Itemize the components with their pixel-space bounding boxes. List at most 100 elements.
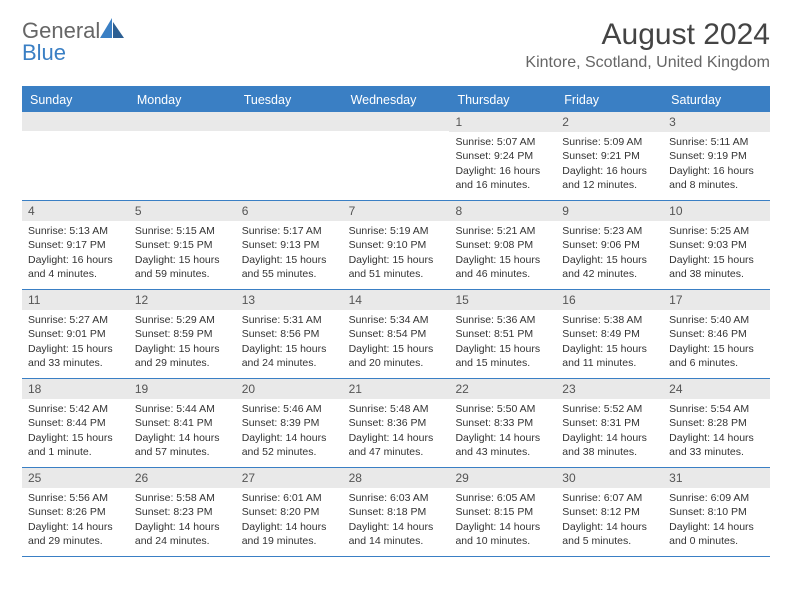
- day-number: 24: [663, 379, 770, 399]
- day-number: 31: [663, 468, 770, 488]
- dow-cell: Sunday: [22, 88, 129, 112]
- day-number: 9: [556, 201, 663, 221]
- day-details: Sunrise: 6:05 AMSunset: 8:15 PMDaylight:…: [449, 488, 556, 552]
- day-cell: 11Sunrise: 5:27 AMSunset: 9:01 PMDayligh…: [22, 290, 129, 378]
- sunrise-line: Sunrise: 5:11 AM: [669, 135, 764, 149]
- sunrise-line: Sunrise: 5:31 AM: [242, 313, 337, 327]
- sunset-line: Sunset: 8:26 PM: [28, 505, 123, 519]
- sunrise-line: Sunrise: 5:58 AM: [135, 491, 230, 505]
- week-row: 1Sunrise: 5:07 AMSunset: 9:24 PMDaylight…: [22, 112, 770, 201]
- day-number: [129, 112, 236, 131]
- brand-logo: General Blue: [22, 18, 126, 64]
- sunset-line: Sunset: 8:31 PM: [562, 416, 657, 430]
- sunset-line: Sunset: 8:15 PM: [455, 505, 550, 519]
- day-details: Sunrise: 5:25 AMSunset: 9:03 PMDaylight:…: [663, 221, 770, 285]
- sunset-line: Sunset: 9:21 PM: [562, 149, 657, 163]
- daylight-line: Daylight: 14 hours and 57 minutes.: [135, 431, 230, 459]
- day-cell: [129, 112, 236, 200]
- day-cell: 24Sunrise: 5:54 AMSunset: 8:28 PMDayligh…: [663, 379, 770, 467]
- sunrise-line: Sunrise: 5:46 AM: [242, 402, 337, 416]
- day-details: Sunrise: 5:58 AMSunset: 8:23 PMDaylight:…: [129, 488, 236, 552]
- header: General Blue August 2024 Kintore, Scotla…: [22, 18, 770, 72]
- day-cell: 6Sunrise: 5:17 AMSunset: 9:13 PMDaylight…: [236, 201, 343, 289]
- day-cell: 14Sunrise: 5:34 AMSunset: 8:54 PMDayligh…: [343, 290, 450, 378]
- day-number: 3: [663, 112, 770, 132]
- day-cell: 7Sunrise: 5:19 AMSunset: 9:10 PMDaylight…: [343, 201, 450, 289]
- day-number: 28: [343, 468, 450, 488]
- day-cell: 1Sunrise: 5:07 AMSunset: 9:24 PMDaylight…: [449, 112, 556, 200]
- sunrise-line: Sunrise: 5:09 AM: [562, 135, 657, 149]
- day-number: 5: [129, 201, 236, 221]
- day-details: Sunrise: 5:38 AMSunset: 8:49 PMDaylight:…: [556, 310, 663, 374]
- calendar-grid: SundayMondayTuesdayWednesdayThursdayFrid…: [22, 86, 770, 557]
- day-number: 19: [129, 379, 236, 399]
- sunrise-line: Sunrise: 6:01 AM: [242, 491, 337, 505]
- day-cell: 4Sunrise: 5:13 AMSunset: 9:17 PMDaylight…: [22, 201, 129, 289]
- day-details: Sunrise: 5:46 AMSunset: 8:39 PMDaylight:…: [236, 399, 343, 463]
- day-details: Sunrise: 5:23 AMSunset: 9:06 PMDaylight:…: [556, 221, 663, 285]
- daylight-line: Daylight: 14 hours and 33 minutes.: [669, 431, 764, 459]
- day-number: 26: [129, 468, 236, 488]
- daylight-line: Daylight: 14 hours and 10 minutes.: [455, 520, 550, 548]
- sunset-line: Sunset: 9:15 PM: [135, 238, 230, 252]
- day-number: 4: [22, 201, 129, 221]
- day-details: Sunrise: 5:34 AMSunset: 8:54 PMDaylight:…: [343, 310, 450, 374]
- sunrise-line: Sunrise: 5:38 AM: [562, 313, 657, 327]
- day-cell: 10Sunrise: 5:25 AMSunset: 9:03 PMDayligh…: [663, 201, 770, 289]
- day-details: Sunrise: 5:31 AMSunset: 8:56 PMDaylight:…: [236, 310, 343, 374]
- day-details: Sunrise: 5:48 AMSunset: 8:36 PMDaylight:…: [343, 399, 450, 463]
- sunset-line: Sunset: 8:44 PM: [28, 416, 123, 430]
- daylight-line: Daylight: 14 hours and 47 minutes.: [349, 431, 444, 459]
- daylight-line: Daylight: 15 hours and 29 minutes.: [135, 342, 230, 370]
- daylight-line: Daylight: 14 hours and 0 minutes.: [669, 520, 764, 548]
- day-cell: 19Sunrise: 5:44 AMSunset: 8:41 PMDayligh…: [129, 379, 236, 467]
- sunrise-line: Sunrise: 5:50 AM: [455, 402, 550, 416]
- daylight-line: Daylight: 15 hours and 15 minutes.: [455, 342, 550, 370]
- daylight-line: Daylight: 14 hours and 29 minutes.: [28, 520, 123, 548]
- sunrise-line: Sunrise: 5:13 AM: [28, 224, 123, 238]
- day-cell: 8Sunrise: 5:21 AMSunset: 9:08 PMDaylight…: [449, 201, 556, 289]
- day-number: 21: [343, 379, 450, 399]
- day-cell: 9Sunrise: 5:23 AMSunset: 9:06 PMDaylight…: [556, 201, 663, 289]
- sunset-line: Sunset: 8:20 PM: [242, 505, 337, 519]
- sunset-line: Sunset: 8:23 PM: [135, 505, 230, 519]
- dow-cell: Friday: [556, 88, 663, 112]
- day-number: 8: [449, 201, 556, 221]
- sunrise-line: Sunrise: 5:15 AM: [135, 224, 230, 238]
- day-details: Sunrise: 5:29 AMSunset: 8:59 PMDaylight:…: [129, 310, 236, 374]
- sunset-line: Sunset: 8:39 PM: [242, 416, 337, 430]
- daylight-line: Daylight: 14 hours and 38 minutes.: [562, 431, 657, 459]
- day-details: Sunrise: 5:09 AMSunset: 9:21 PMDaylight:…: [556, 132, 663, 196]
- week-row: 11Sunrise: 5:27 AMSunset: 9:01 PMDayligh…: [22, 290, 770, 379]
- day-cell: 31Sunrise: 6:09 AMSunset: 8:10 PMDayligh…: [663, 468, 770, 556]
- title-block: August 2024 Kintore, Scotland, United Ki…: [525, 18, 770, 72]
- daylight-line: Daylight: 15 hours and 20 minutes.: [349, 342, 444, 370]
- daylight-line: Daylight: 15 hours and 24 minutes.: [242, 342, 337, 370]
- day-number: 16: [556, 290, 663, 310]
- daylight-line: Daylight: 16 hours and 8 minutes.: [669, 164, 764, 192]
- day-number: 25: [22, 468, 129, 488]
- sunrise-line: Sunrise: 5:25 AM: [669, 224, 764, 238]
- day-details: Sunrise: 5:11 AMSunset: 9:19 PMDaylight:…: [663, 132, 770, 196]
- day-cell: 15Sunrise: 5:36 AMSunset: 8:51 PMDayligh…: [449, 290, 556, 378]
- day-cell: [236, 112, 343, 200]
- day-number: 14: [343, 290, 450, 310]
- day-number: 22: [449, 379, 556, 399]
- day-details: Sunrise: 5:36 AMSunset: 8:51 PMDaylight:…: [449, 310, 556, 374]
- day-cell: 3Sunrise: 5:11 AMSunset: 9:19 PMDaylight…: [663, 112, 770, 200]
- sunset-line: Sunset: 8:54 PM: [349, 327, 444, 341]
- day-number: 15: [449, 290, 556, 310]
- daylight-line: Daylight: 15 hours and 46 minutes.: [455, 253, 550, 281]
- day-cell: 13Sunrise: 5:31 AMSunset: 8:56 PMDayligh…: [236, 290, 343, 378]
- day-details: Sunrise: 5:15 AMSunset: 9:15 PMDaylight:…: [129, 221, 236, 285]
- sunrise-line: Sunrise: 6:09 AM: [669, 491, 764, 505]
- day-number: 1: [449, 112, 556, 132]
- day-details: Sunrise: 6:09 AMSunset: 8:10 PMDaylight:…: [663, 488, 770, 552]
- sunset-line: Sunset: 9:06 PM: [562, 238, 657, 252]
- day-details: Sunrise: 5:19 AMSunset: 9:10 PMDaylight:…: [343, 221, 450, 285]
- sunset-line: Sunset: 8:49 PM: [562, 327, 657, 341]
- logo-sail-icon: [100, 18, 126, 38]
- sunrise-line: Sunrise: 5:56 AM: [28, 491, 123, 505]
- sunset-line: Sunset: 9:01 PM: [28, 327, 123, 341]
- day-cell: 27Sunrise: 6:01 AMSunset: 8:20 PMDayligh…: [236, 468, 343, 556]
